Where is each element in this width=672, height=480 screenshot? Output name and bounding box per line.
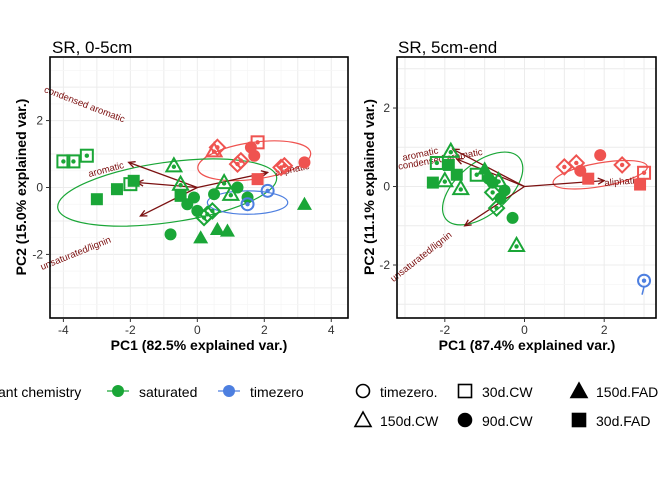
y-tick-label: 2	[36, 114, 43, 128]
legend-key-saturated: saturated	[107, 384, 197, 400]
data-point	[164, 156, 184, 173]
legend-label: 30d.CW	[482, 384, 533, 400]
data-point	[507, 235, 526, 253]
data-point	[613, 156, 632, 174]
x-tick-label: 2	[601, 323, 608, 337]
legend-label: 150d.FAD	[596, 384, 658, 400]
ellipse-saturated	[57, 158, 278, 227]
legend-label: 150d.CW	[380, 413, 439, 429]
data-point	[426, 176, 439, 189]
data-point	[221, 184, 241, 201]
data-point	[90, 193, 103, 206]
data-point	[193, 230, 209, 244]
data-point	[483, 183, 502, 202]
data-point	[637, 165, 652, 180]
data-point	[487, 199, 506, 218]
color-legend-title: ant chemistry	[0, 384, 81, 400]
x-tick-label: 2	[261, 323, 268, 337]
x-tick-label: 0	[521, 323, 528, 337]
y-tick-label: -2	[379, 258, 390, 272]
y-tick-label: 0	[36, 181, 43, 195]
legend-label: timezero.	[380, 384, 438, 400]
y-tick-label: 0	[383, 180, 390, 194]
ellipse-timezero	[206, 190, 289, 215]
panel-border	[396, 56, 657, 319]
legend-key-timezero: timezero	[218, 384, 304, 400]
data-point	[208, 188, 221, 201]
y-tick-label: -2	[32, 247, 43, 261]
legend-label: 30d.FAD	[596, 413, 650, 429]
data-point	[219, 223, 235, 237]
vector-label: aliphatic	[604, 175, 640, 189]
y-axis-label: PC2 (11.1% explained var.)	[361, 99, 377, 275]
data-point	[79, 148, 94, 163]
legend-label: 90d.CW	[482, 413, 533, 429]
data-point	[489, 171, 508, 188]
data-point	[594, 149, 607, 162]
data-point	[498, 184, 511, 197]
shape-legend: timezero. 30d.CW 150d.FAD 150d.CW 90d.CW 30d.…	[353, 381, 658, 429]
legend-label: timezero	[250, 384, 304, 400]
data-point	[450, 168, 463, 181]
data-point	[164, 228, 177, 241]
vector-label: aromatic	[87, 160, 125, 180]
data-point	[250, 135, 265, 150]
data-point	[441, 141, 461, 158]
data-point	[56, 154, 71, 169]
x-tick-label: 4	[328, 323, 335, 337]
data-point	[110, 183, 123, 196]
data-point	[174, 189, 187, 202]
x-tick-label: -4	[58, 323, 69, 337]
legend-key-shape: 30d.CW	[457, 383, 533, 400]
data-point	[442, 158, 455, 171]
data-point	[582, 172, 595, 185]
data-point	[275, 156, 294, 175]
data-point	[127, 174, 140, 187]
data-point	[208, 138, 227, 157]
data-point	[240, 197, 255, 212]
data-point	[634, 178, 647, 191]
x-axis-label: PC1 (87.4% explained var.)	[439, 337, 616, 353]
data-point	[251, 173, 264, 186]
data-point	[435, 171, 455, 188]
legend-key-shape: 90d.CW	[457, 412, 533, 429]
data-point	[451, 178, 470, 196]
x-tick-label: -2	[125, 323, 136, 337]
ellipse-saturated	[441, 151, 524, 226]
panel-title: SR, 5cm-end	[398, 38, 497, 57]
legend-key-shape: timezero.	[355, 383, 438, 400]
y-tick-label: 2	[383, 101, 390, 115]
legend-key-shape: 150d.CW	[353, 410, 439, 429]
data-point	[231, 181, 244, 194]
data-point	[248, 149, 261, 162]
legend-key-shape: 150d.FAD	[569, 381, 658, 400]
x-axis-label: PC1 (82.5% explained var.)	[111, 337, 288, 353]
data-point	[506, 211, 519, 224]
data-point	[260, 183, 275, 198]
panel-title: SR, 0-5cm	[52, 38, 132, 57]
data-point	[477, 161, 493, 175]
data-point	[187, 191, 200, 204]
legend-key-shape: 30d.FAD	[571, 412, 650, 429]
data-point	[231, 151, 250, 170]
y-axis-label: PC2 (15.0% explained var.)	[13, 99, 29, 276]
data-point	[66, 154, 81, 169]
data-point	[171, 174, 190, 191]
data-point	[298, 156, 311, 169]
data-point	[209, 221, 225, 235]
point-stem	[641, 286, 645, 295]
data-point	[296, 196, 312, 210]
color-legend: ant chemistry saturated timezero	[0, 384, 304, 400]
x-tick-label: -2	[439, 323, 450, 337]
data-point	[203, 202, 222, 220]
data-point	[214, 172, 234, 190]
x-tick-label: 0	[194, 323, 201, 337]
legend-label: saturated	[139, 384, 197, 400]
